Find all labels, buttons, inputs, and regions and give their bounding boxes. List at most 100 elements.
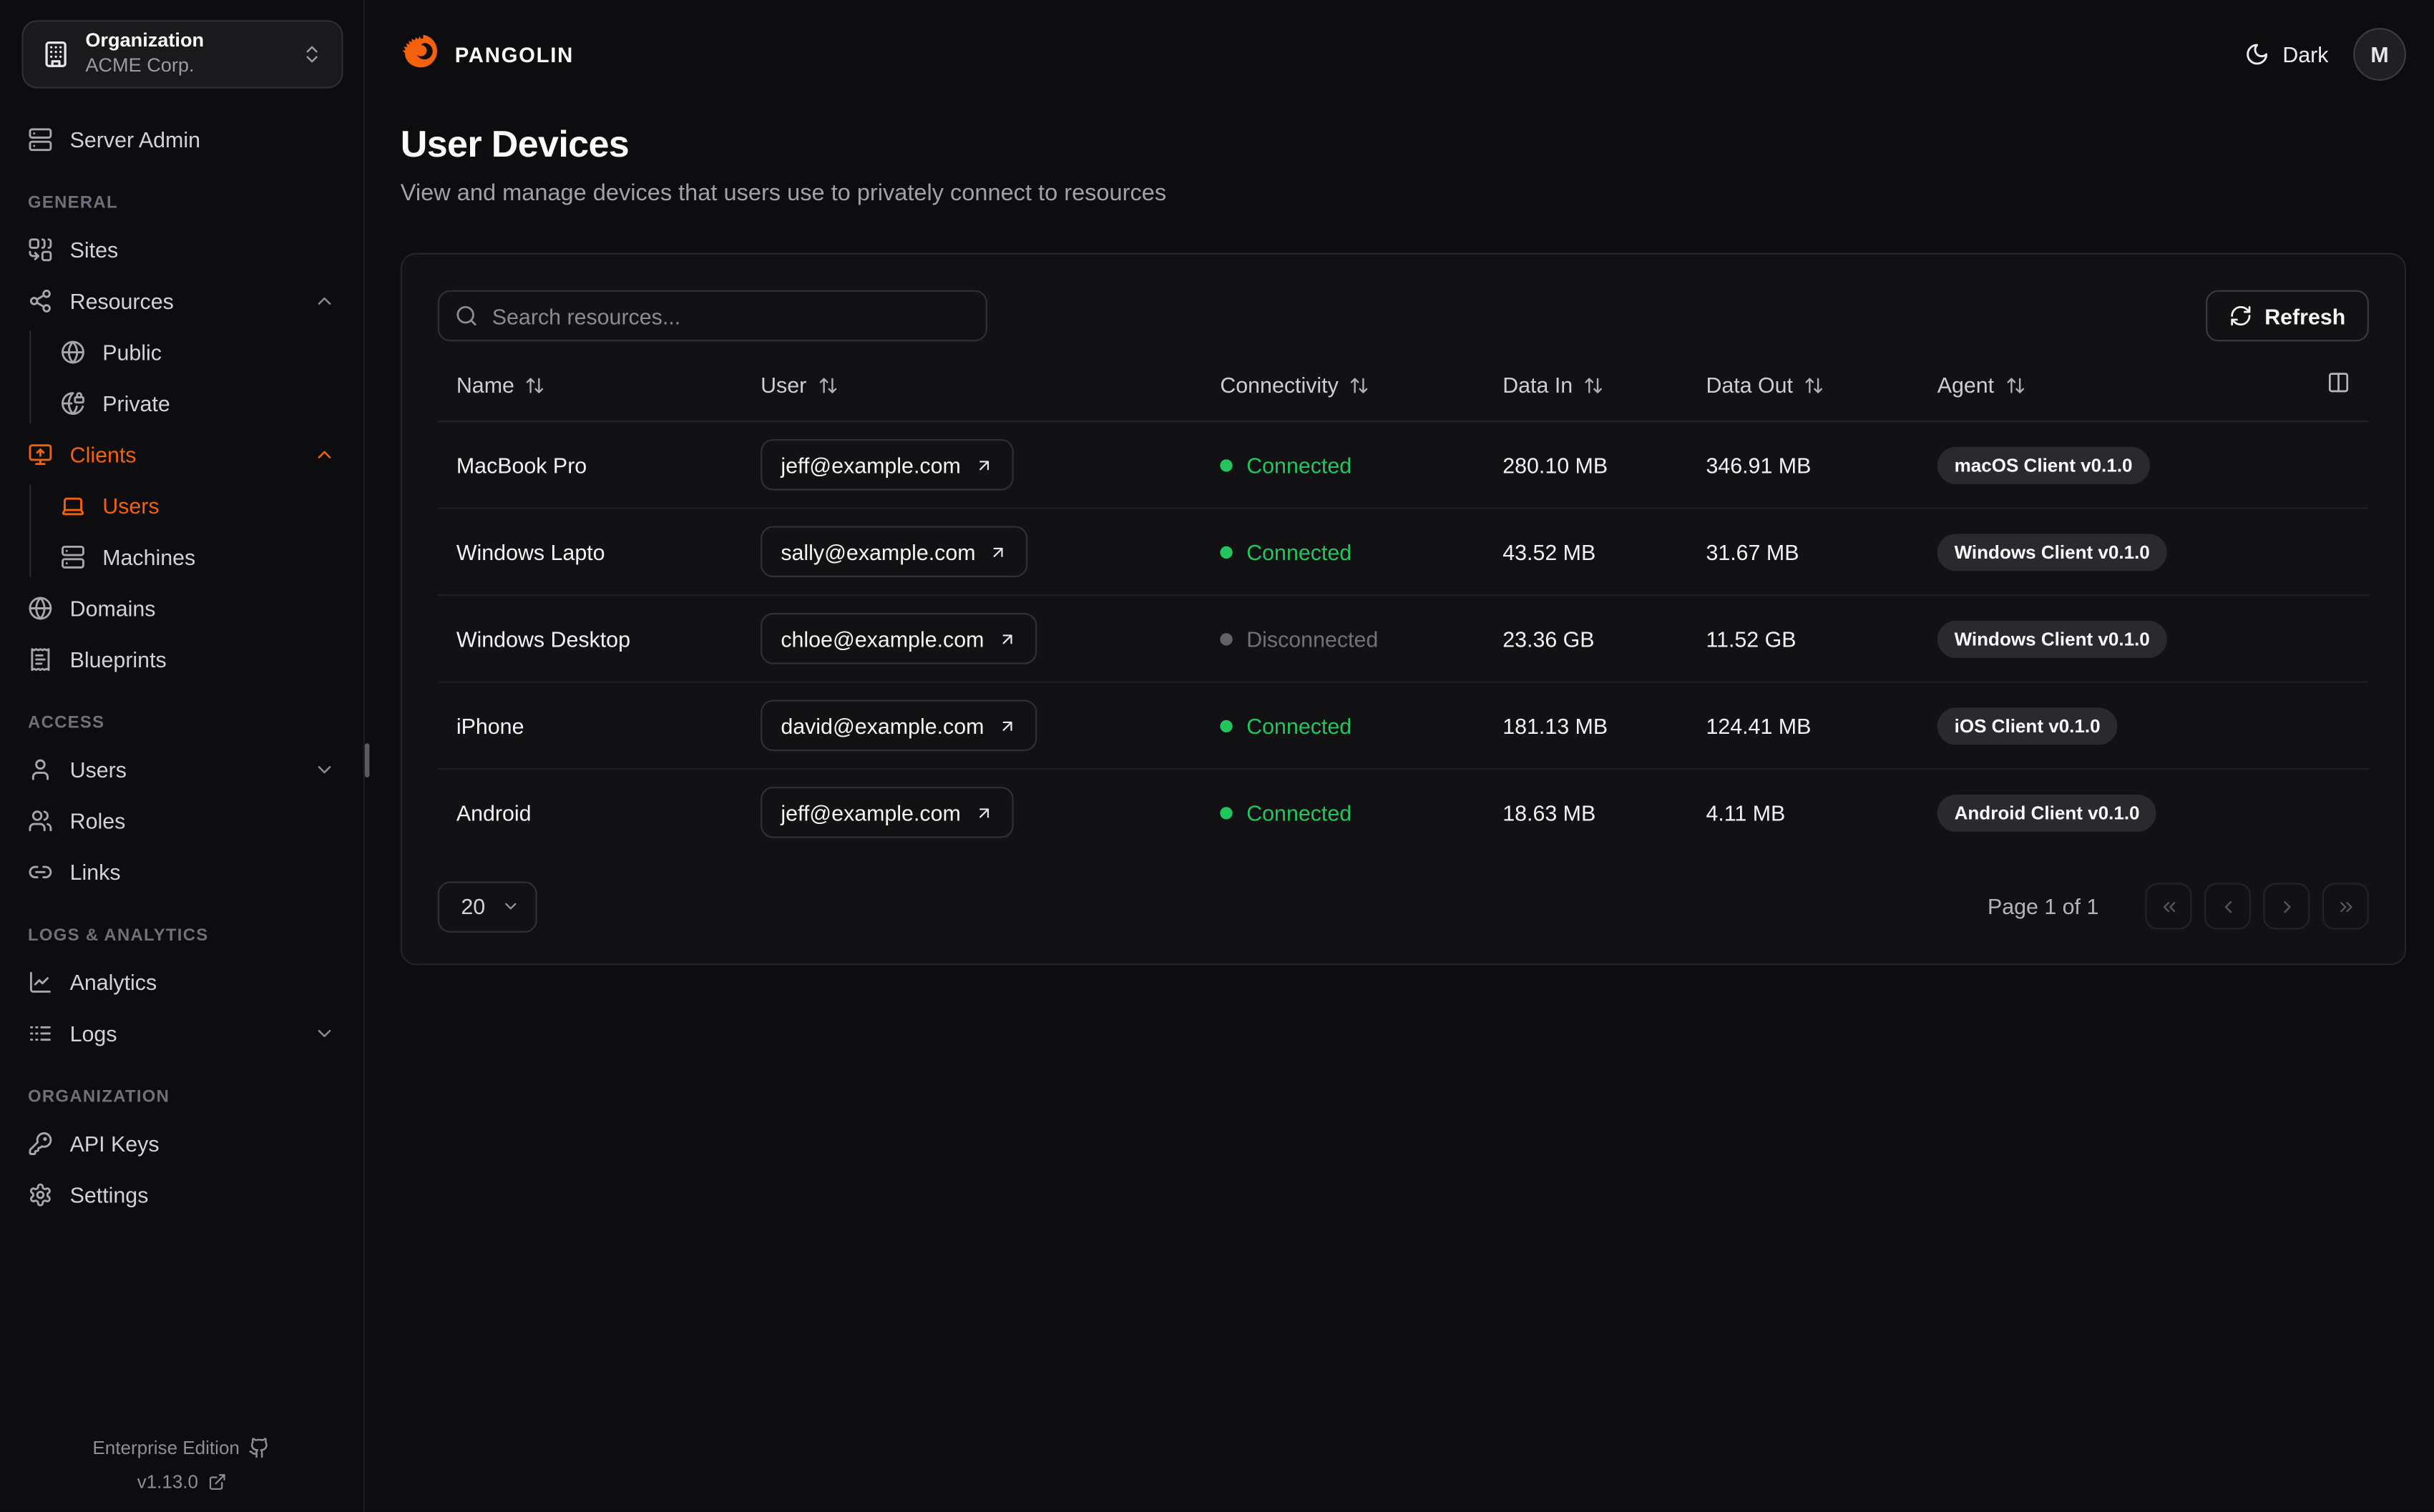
- search-box: [437, 290, 987, 342]
- sidebar-item-blueprints[interactable]: Blueprints: [0, 633, 363, 684]
- sidebar-item-clients[interactable]: Clients: [0, 428, 363, 480]
- column-sort-name[interactable]: Name: [456, 373, 545, 397]
- laptop-icon: [61, 493, 86, 518]
- refresh-icon: [2229, 304, 2252, 328]
- org-label: Organization: [85, 30, 205, 52]
- users-icon: [28, 807, 53, 833]
- search-icon: [455, 304, 479, 328]
- refresh-button[interactable]: Refresh: [2205, 290, 2369, 342]
- user-link[interactable]: chloe@example.com: [761, 613, 1037, 664]
- sidebar-item-links[interactable]: Links: [0, 845, 363, 897]
- sidebar-item-roles[interactable]: Roles: [0, 795, 363, 846]
- sidebar-item-private[interactable]: Private: [0, 377, 363, 428]
- column-sort-data-out[interactable]: Data Out: [1706, 373, 1824, 397]
- globe-icon: [61, 339, 86, 364]
- chevron-up-icon: [313, 443, 335, 464]
- status-dot: [1220, 720, 1233, 733]
- page-head: User Devices View and manage devices tha…: [401, 124, 2406, 207]
- chevrons-right-icon: [2340, 901, 2352, 912]
- theme-toggle[interactable]: Dark: [2245, 42, 2328, 67]
- page-title: User Devices: [400, 124, 630, 167]
- data-in: 43.52 MB: [1502, 539, 1596, 564]
- device-name: Windows Lapto: [456, 539, 605, 564]
- section-label-general: GENERAL: [28, 194, 118, 213]
- user-icon: [28, 757, 53, 782]
- agent-badge: macOS Client v0.1.0: [1937, 446, 2150, 483]
- last-page-button[interactable]: [2322, 883, 2369, 930]
- data-out: 346.91 MB: [1706, 452, 1812, 478]
- table-footer: 20 Page 1 of 1: [437, 880, 2369, 932]
- device-name: MacBook Pro: [456, 452, 587, 478]
- sidebar: Organization ACME Corp. Server Admin GEN…: [0, 0, 365, 1512]
- first-page-button[interactable]: [2145, 883, 2192, 930]
- sidebar-item-server-admin[interactable]: Server Admin: [0, 113, 363, 165]
- sidebar-nav: Server Admin GENERAL Sites Resources: [0, 113, 363, 1219]
- sidebar-item-api-keys[interactable]: API Keys: [0, 1117, 363, 1169]
- logs-icon: [28, 1021, 53, 1046]
- brand: PANGOLIN: [401, 30, 574, 78]
- column-sort-data-in[interactable]: Data In: [1502, 373, 1603, 397]
- pagination: Page 1 of 1: [1988, 883, 2369, 930]
- user-link[interactable]: jeff@example.com: [761, 787, 1014, 839]
- sidebar-item-logs[interactable]: Logs: [0, 1007, 363, 1059]
- table-header-row: Name User Connectivity Data In Data Out …: [437, 345, 2369, 423]
- column-sort-user[interactable]: User: [761, 373, 838, 397]
- version-link[interactable]: v1.13.0: [0, 1466, 363, 1500]
- sidebar-resize-handle[interactable]: [364, 743, 370, 777]
- agent-badge: Windows Client v0.1.0: [1937, 619, 2167, 657]
- section-label-logs-analytics: LOGS & ANALYTICS: [28, 926, 209, 946]
- data-in: 280.10 MB: [1502, 452, 1608, 478]
- avatar[interactable]: M: [2353, 28, 2406, 81]
- resources-subgroup: Public Private: [0, 326, 363, 428]
- data-in: 23.36 GB: [1502, 626, 1595, 652]
- sidebar-item-domains[interactable]: Domains: [0, 582, 363, 634]
- chevron-right-icon: [2283, 900, 2290, 913]
- page-size-select[interactable]: 20: [437, 880, 537, 932]
- edition-link[interactable]: Enterprise Edition: [0, 1431, 363, 1466]
- column-sort-connectivity[interactable]: Connectivity: [1220, 373, 1369, 397]
- connectivity-status: Connected: [1220, 540, 1352, 565]
- gear-icon: [28, 1182, 53, 1207]
- section-label-organization: ORGANIZATION: [28, 1087, 170, 1106]
- arrow-up-right-icon: [974, 456, 993, 474]
- arrow-up-right-icon: [974, 803, 993, 822]
- connectivity-status: Connected: [1220, 714, 1352, 739]
- sidebar-item-settings[interactable]: Settings: [0, 1169, 363, 1220]
- org-selector[interactable]: Organization ACME Corp.: [21, 20, 343, 89]
- agent-badge: iOS Client v0.1.0: [1937, 707, 2118, 745]
- sidebar-item-users[interactable]: Users: [0, 743, 363, 795]
- columns-toggle-button[interactable]: [2327, 371, 2350, 395]
- prev-page-button[interactable]: [2204, 883, 2251, 930]
- status-dot: [1220, 807, 1233, 820]
- data-out: 31.67 MB: [1706, 539, 1799, 564]
- sidebar-item-client-machines[interactable]: Machines: [0, 531, 363, 582]
- user-link[interactable]: jeff@example.com: [761, 439, 1014, 491]
- sidebar-item-analytics[interactable]: Analytics: [0, 956, 363, 1008]
- section-label-access: ACCESS: [28, 714, 105, 733]
- connectivity-status: Connected: [1220, 801, 1352, 826]
- devices-table: Name User Connectivity Data In Data Out …: [437, 345, 2369, 856]
- user-link[interactable]: sally@example.com: [761, 526, 1029, 578]
- external-link-icon: [207, 1473, 226, 1492]
- search-input[interactable]: [437, 290, 987, 342]
- server-icon: [61, 544, 86, 569]
- sidebar-item-client-users[interactable]: Users: [0, 479, 363, 531]
- sidebar-item-sites[interactable]: Sites: [0, 223, 363, 275]
- sort-icon: [525, 375, 545, 395]
- next-page-button[interactable]: [2263, 883, 2310, 930]
- sidebar-item-public[interactable]: Public: [0, 326, 363, 378]
- table-row: Windows Desktop chloe@example.com Discon…: [437, 595, 2369, 682]
- columns-icon: [2329, 373, 2349, 393]
- column-sort-agent[interactable]: Agent: [1937, 373, 2025, 397]
- share-icon: [28, 288, 53, 313]
- org-value: ACME Corp.: [85, 54, 195, 77]
- key-icon: [28, 1131, 53, 1156]
- sidebar-item-resources[interactable]: Resources: [0, 275, 363, 326]
- chevrons-left-icon: [2162, 901, 2175, 912]
- device-name: iPhone: [456, 712, 524, 738]
- agent-badge: Windows Client v0.1.0: [1937, 533, 2167, 571]
- user-link[interactable]: david@example.com: [761, 699, 1037, 752]
- table-row: iPhone david@example.com Connected 181.1…: [437, 682, 2369, 770]
- sort-icon: [2005, 375, 2025, 395]
